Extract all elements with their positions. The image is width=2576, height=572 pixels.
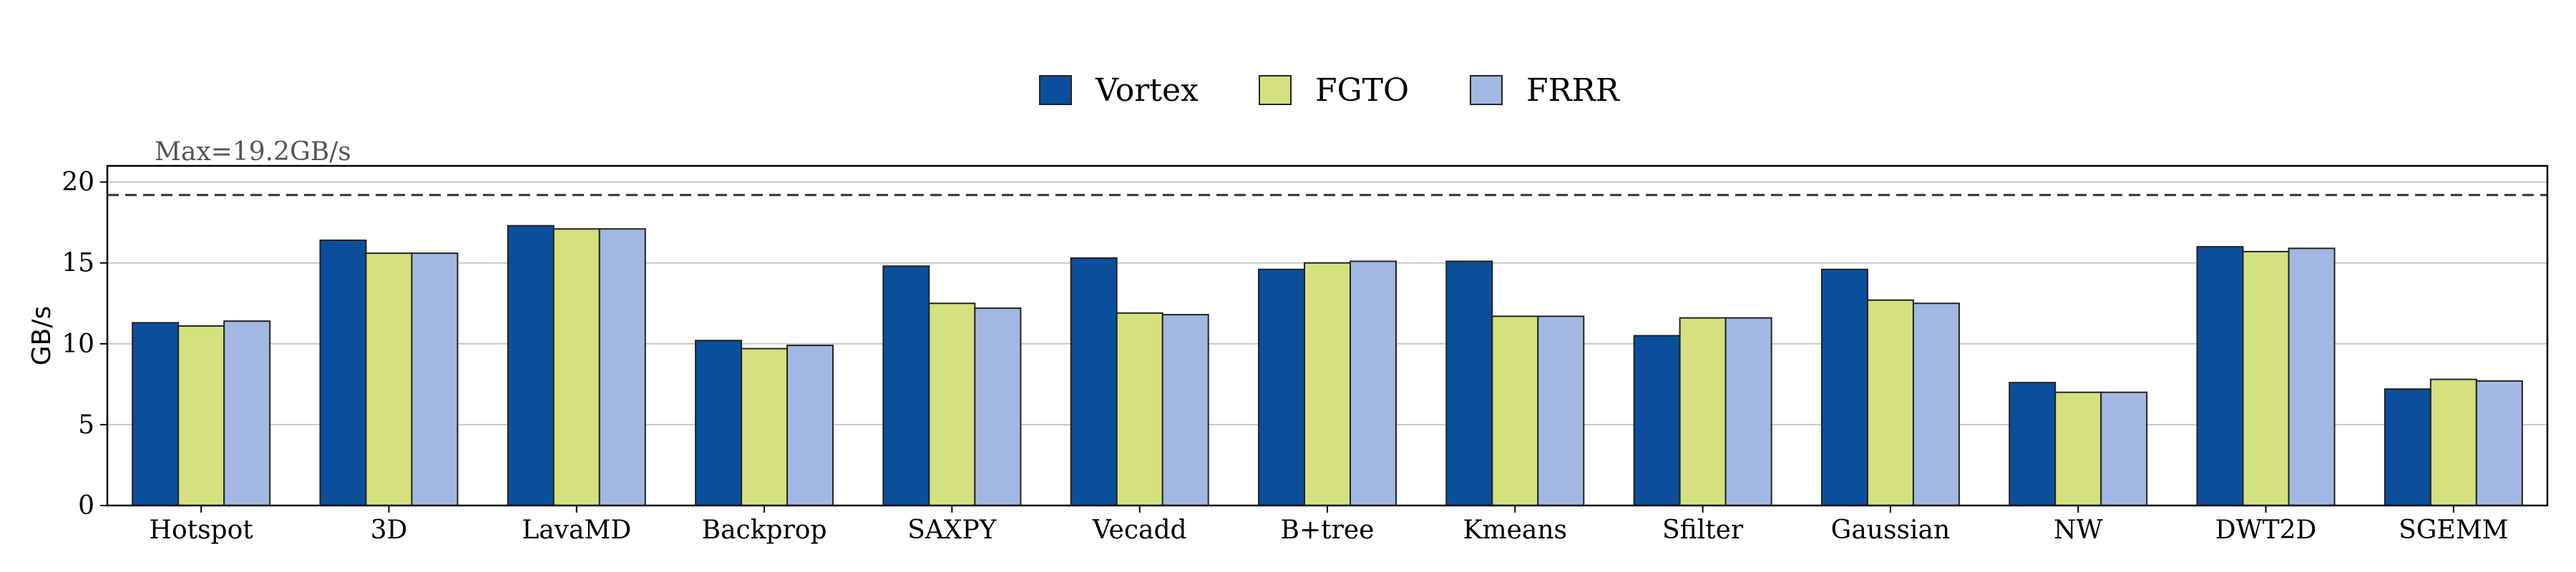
x-tick-label: LavaMD (522, 516, 631, 545)
y-tick-label: 5 (78, 410, 94, 440)
bar-frrr-saxpy (974, 307, 1022, 506)
bar-frrr-3d (411, 252, 459, 506)
bar-fgto-dwt2d (2242, 250, 2290, 506)
bar-vortex-hotspot (132, 322, 180, 506)
y-tick-label: 15 (62, 249, 94, 278)
bar-fgto-kmeans (1491, 315, 1539, 506)
x-tick-label: Kmeans (1463, 516, 1567, 545)
bar-fgto-hotspot (177, 325, 225, 506)
bar-vortex-3d (319, 240, 367, 506)
bar-vortex-backprop (695, 340, 743, 506)
max-bandwidth-label: Max=19.2GB/s (155, 137, 351, 167)
bar-fgto-sgemm (2429, 378, 2477, 506)
bar-frrr-sfilter (1724, 317, 1772, 506)
bar-frrr-backprop (786, 345, 834, 507)
bars (132, 225, 2523, 507)
bar-fgto-nw (2054, 391, 2102, 507)
bar-frrr-nw (2100, 391, 2148, 507)
x-tick-label: DWT2D (2215, 516, 2317, 545)
bar-fgto-lavamd (552, 228, 600, 506)
bar-frrr-sgemm (2475, 380, 2523, 506)
legend-label-fgto: FGTO (1315, 72, 1409, 109)
y-axis-label: GB/s (27, 306, 57, 365)
bar-vortex-dwt2d (2196, 246, 2244, 506)
reference-line-group: Max=19.2GB/s (107, 137, 2547, 197)
bar-frrr-btree (1350, 260, 1397, 506)
bar-vortex-sgemm (2384, 388, 2431, 507)
bar-fgto-backprop (741, 347, 789, 506)
x-tick-label: Sfilter (1662, 516, 1744, 545)
bar-fgto-gaussian (1866, 299, 1914, 506)
bar-vortex-kmeans (1445, 260, 1493, 506)
x-tick-label: Hotspot (150, 516, 254, 545)
y-axis: 0 5 10 15 20 (62, 168, 107, 521)
legend-swatch-fgto (1259, 75, 1292, 105)
legend-label-vortex: Vortex (1095, 72, 1199, 109)
x-tick-label: Gaussian (1831, 516, 1951, 545)
bar-vortex-lavamd (507, 225, 555, 506)
bar-vortex-sfilter (1633, 335, 1681, 506)
bar-vortex-gaussian (1820, 268, 1868, 506)
bar-frrr-vecadd (1161, 314, 1209, 506)
y-tick-label: 0 (78, 491, 94, 521)
bar-vortex-vecadd (1070, 257, 1118, 506)
legend-label-frrr: FRRR (1526, 72, 1621, 109)
bar-vortex-nw (2009, 382, 2057, 506)
bar-frrr-hotspot (223, 320, 271, 506)
bar-fgto-btree (1304, 262, 1351, 506)
bar-fgto-saxpy (928, 302, 976, 506)
bar-vortex-btree (1258, 268, 1305, 506)
x-tick-label: SAXPY (907, 516, 997, 545)
x-tick-label: B+tree (1281, 516, 1375, 545)
bar-frrr-gaussian (1912, 302, 1960, 506)
bar-frrr-dwt2d (2288, 247, 2336, 506)
bar-fgto-sfilter (1679, 317, 1727, 506)
y-tick-label: 10 (62, 330, 94, 359)
x-tick-label: Backprop (702, 516, 827, 545)
x-axis: Hotspot 3D LavaMD Backprop SAXPY Vecadd B+tree… (150, 506, 2509, 545)
bar-frrr-kmeans (1537, 315, 1585, 506)
x-tick-label: SGEMM (2399, 516, 2508, 545)
y-tick-label: 20 (62, 168, 94, 197)
legend: Vortex FGTO FRRR (1039, 72, 1621, 109)
bar-frrr-lavamd (598, 228, 646, 506)
bar-fgto-3d (365, 252, 413, 506)
x-tick-label: Vecadd (1092, 516, 1187, 545)
x-tick-label: 3D (371, 516, 408, 545)
x-tick-label: NW (2054, 516, 2103, 545)
bar-vortex-saxpy (882, 265, 930, 506)
legend-swatch-vortex (1039, 75, 1072, 105)
bar-fgto-vecadd (1116, 312, 1163, 506)
legend-swatch-frrr (1470, 75, 1503, 105)
